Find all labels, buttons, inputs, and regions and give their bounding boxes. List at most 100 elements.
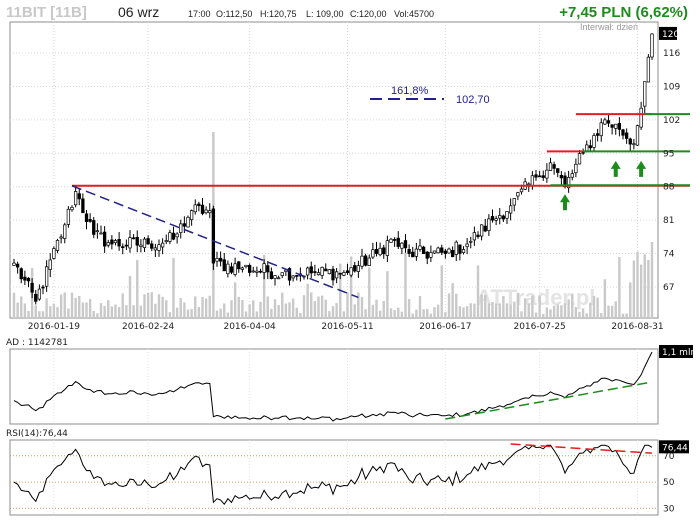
candle-body [421,246,426,255]
volume-bar [349,256,353,318]
candle-body [41,286,45,289]
candle-body [545,169,549,179]
volume-bar [418,295,422,318]
volume-bar [168,312,172,318]
candle-body [483,225,487,232]
candle-body [548,162,553,171]
candle-body [124,244,129,247]
candle-body [472,232,477,241]
candle-body [273,275,277,279]
volume-bar [389,308,393,318]
candle-body [102,231,107,247]
rsi-line [13,444,653,506]
candle-body [255,270,259,273]
volume-bar [150,292,153,318]
volume-bar [165,300,168,318]
volume-bar [291,298,295,318]
up-arrow-icon [610,160,621,177]
volume-bar [571,293,574,318]
candle-body [295,275,299,277]
volume-bar [117,307,121,318]
candle-body [624,132,629,139]
candle-body [418,245,422,250]
candle-body [635,125,640,146]
volume-bar [422,309,425,318]
quote-volume: Vol:45700 [394,9,434,19]
candle-body [432,250,437,254]
volume-bar [397,307,400,318]
candle-body [632,143,636,146]
volume-bar [469,303,472,318]
volume-bar [128,275,132,318]
volume-bar [378,310,382,318]
price-ytick-label: 74 [663,250,675,260]
volume-bar [426,308,429,318]
volume-bar [63,292,66,318]
candle-body [490,216,495,221]
volume-bar [458,306,462,318]
rsi-ytick-label: 50 [663,478,675,488]
candle-body [208,210,212,214]
candle-body [324,268,328,272]
candle-body [197,203,201,207]
candle-body [23,276,27,281]
volume-bar [607,305,610,318]
candle-body [621,129,625,136]
volume-bar [52,303,56,318]
candle-body [175,233,179,238]
volume-bar [407,299,411,318]
volume-bar [172,257,175,318]
candle-body [262,263,266,273]
volume-bar [288,302,291,318]
volume-bar [465,306,469,318]
candle-body [559,174,564,179]
candle-body [414,248,419,257]
volume-bar [143,294,146,318]
candle-body [73,191,78,206]
candle-body [150,243,154,249]
quote-time: 17:00 [188,9,211,19]
volume-bar [567,299,570,318]
volume-bar [201,296,204,318]
volume-bar [237,296,240,318]
candle-body [218,257,223,262]
candle-body [128,237,132,249]
volume-bar [603,279,607,318]
volume-bar [92,311,95,318]
quote-open: O:112,50 [216,9,252,19]
volume-bar [284,303,288,318]
volume-bar [125,305,128,318]
volume-bar [382,301,385,318]
candle-body [610,124,614,128]
quote-date: 06 wrz [118,4,159,20]
volume-bar [560,305,563,318]
candle-body [570,173,574,178]
volume-bar [335,303,338,318]
candle-body [382,247,386,255]
candle-body [291,275,295,279]
candle-body [487,218,491,231]
candle-body [280,272,284,276]
candle-body [237,261,241,270]
volume-bar [462,307,465,318]
price-ytick-label: 102 [663,116,680,126]
volume-bar [476,265,480,318]
ad-trend-line [445,381,653,420]
quote-close: C:120,00 [350,9,387,19]
volume-bar [67,308,70,318]
candle-body [606,120,611,124]
volume-bar [574,307,578,318]
candle-body [63,224,67,239]
candle-body [229,266,234,273]
ad-label: AD : 1142781 [6,338,68,348]
volume-bar [552,305,556,318]
candle-body [552,164,556,169]
candle-body [479,224,484,237]
candle-body [519,188,524,193]
candle-body [458,244,462,254]
date-tick-label: 2016-07-25 [513,322,565,332]
price-ytick-label: 67 [663,283,674,293]
volume-bar [23,303,27,318]
axis-labels: 67 74 81 88 95 102 109 116 2016-01-19 2016-02-24 2… [28,26,696,514]
volume-bar [621,313,625,318]
